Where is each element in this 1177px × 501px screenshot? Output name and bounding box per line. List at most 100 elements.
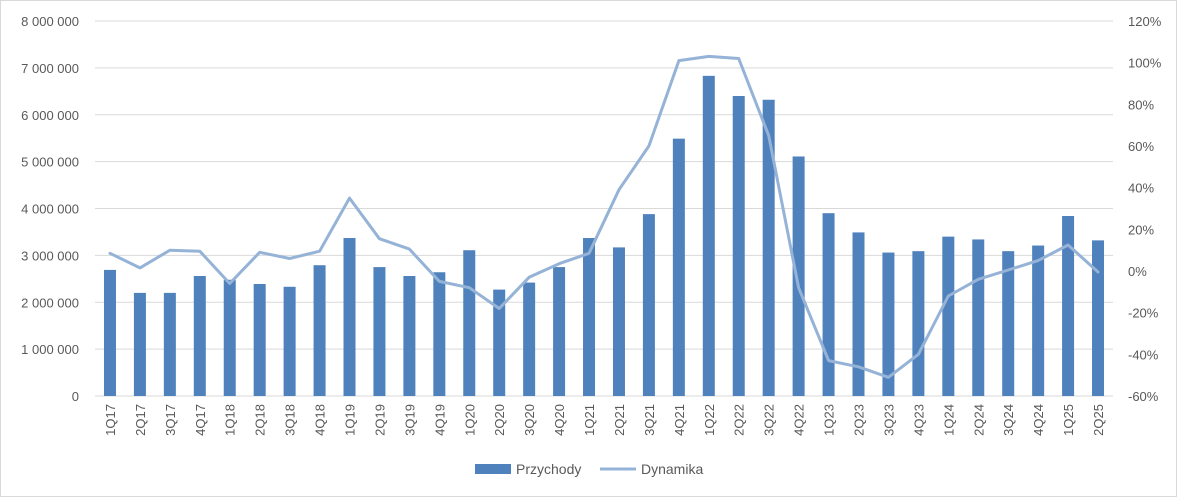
x-tick-label: 2Q25	[1091, 404, 1106, 436]
x-tick-label: 2Q24	[971, 404, 986, 436]
legend: Przychody Dynamika	[475, 461, 703, 477]
x-tick-label: 2Q17	[133, 404, 148, 436]
bar-2Q22	[732, 96, 745, 396]
x-tick-label: 2Q19	[372, 404, 387, 436]
legend-label-przychody: Przychody	[516, 461, 581, 477]
bar-3Q18	[283, 286, 296, 396]
left-tick-label: 3 000 000	[21, 248, 79, 263]
bar-1Q18	[223, 279, 236, 396]
right-tick-label: 20%	[1128, 222, 1154, 237]
left-tick-label: 1 000 000	[21, 342, 79, 357]
bar-4Q17	[193, 276, 206, 396]
x-tick-label: 4Q24	[1031, 404, 1046, 436]
right-tick-label: -60%	[1128, 389, 1159, 404]
x-tick-label: 2Q21	[612, 404, 627, 436]
x-tick-label: 1Q22	[702, 404, 717, 436]
bar-4Q18	[313, 265, 326, 396]
bar-2Q19	[373, 267, 386, 396]
x-tick-label: 1Q21	[582, 404, 597, 436]
bar-2Q18	[253, 283, 266, 396]
x-tick-label: 3Q21	[642, 404, 657, 436]
bar-1Q21	[583, 238, 596, 396]
x-tick-label: 2Q22	[732, 404, 747, 436]
bar-2Q17	[133, 292, 146, 396]
bar-3Q22	[762, 99, 775, 396]
bar-2Q24	[972, 239, 985, 396]
x-tick-label: 1Q18	[223, 404, 238, 436]
left-tick-label: 0	[72, 389, 79, 404]
bar-3Q21	[642, 214, 655, 396]
x-tick-label: 1Q17	[103, 404, 118, 436]
x-tick-label: 2Q20	[492, 404, 507, 436]
bar-3Q23	[882, 252, 895, 396]
x-tick-label: 3Q18	[283, 404, 298, 436]
bar-1Q24	[942, 236, 955, 396]
x-tick-label: 4Q20	[552, 404, 567, 436]
bar-2Q25	[1092, 240, 1105, 396]
right-tick-label: 0%	[1128, 264, 1147, 279]
legend-swatch-przychody	[475, 464, 511, 474]
bar-2Q20	[493, 289, 506, 396]
right-tick-label: 120%	[1128, 14, 1162, 29]
bar-3Q19	[403, 276, 416, 396]
right-tick-label: 80%	[1128, 97, 1154, 112]
bar-4Q23	[912, 251, 925, 396]
right-tick-label: 100%	[1128, 56, 1162, 71]
x-axis-labels: 1Q17 2Q17 3Q17 4Q17 1Q18 2Q18 3Q18 4Q18 1Q19 2Q19…	[103, 404, 1106, 436]
bar-1Q23	[822, 213, 835, 396]
x-tick-label: 4Q19	[432, 404, 447, 436]
right-tick-label: 40%	[1128, 181, 1154, 196]
left-tick-label: 8 000 000	[21, 14, 79, 29]
bar-1Q25	[1062, 216, 1075, 396]
bar-4Q20	[553, 267, 566, 396]
bar-1Q19	[343, 238, 356, 396]
bar-4Q21	[672, 138, 685, 396]
right-tick-label: -20%	[1128, 306, 1159, 321]
bars-przychody	[103, 75, 1105, 396]
legend-label-dynamika: Dynamika	[641, 461, 703, 477]
left-tick-label: 2 000 000	[21, 295, 79, 310]
right-tick-label: -40%	[1128, 347, 1159, 362]
x-tick-label: 3Q19	[402, 404, 417, 436]
bar-3Q17	[163, 292, 176, 396]
x-tick-label: 4Q21	[672, 404, 687, 436]
x-tick-label: 3Q20	[522, 404, 537, 436]
x-tick-label: 3Q23	[881, 404, 896, 436]
x-tick-label: 3Q17	[163, 404, 178, 436]
x-tick-label: 4Q22	[792, 404, 807, 436]
x-tick-label: 1Q20	[462, 404, 477, 436]
x-tick-label: 2Q23	[852, 404, 867, 436]
x-tick-label: 4Q17	[193, 404, 208, 436]
x-tick-label: 2Q18	[253, 404, 268, 436]
left-tick-label: 6 000 000	[21, 108, 79, 123]
left-axis-labels: 0 1 000 000 2 000 000 3 000 000 4 000 000 5 0…	[21, 14, 79, 404]
right-axis-labels: -60% -40% -20% 0% 20% 40% 60% 80% 100% 120%	[1128, 14, 1162, 404]
line-dynamika-path	[108, 54, 1100, 379]
bar-1Q22	[702, 75, 715, 396]
x-tick-label: 4Q23	[911, 404, 926, 436]
x-tick-label: 3Q22	[762, 404, 777, 436]
bar-4Q19	[433, 272, 446, 396]
bar-4Q22	[792, 156, 805, 396]
bar-1Q20	[463, 250, 476, 396]
x-tick-label: 1Q23	[822, 404, 837, 436]
bar-1Q17	[103, 269, 116, 396]
x-tick-label: 3Q24	[1001, 404, 1016, 436]
left-tick-label: 4 000 000	[21, 202, 79, 217]
bar-2Q21	[612, 247, 625, 396]
bar-4Q24	[1032, 245, 1045, 396]
x-tick-label: 4Q18	[313, 404, 328, 436]
left-tick-label: 7 000 000	[21, 61, 79, 76]
x-tick-label: 1Q25	[1061, 404, 1076, 436]
x-tick-label: 1Q19	[343, 404, 358, 436]
bar-3Q24	[1002, 251, 1015, 396]
bar-3Q20	[523, 282, 536, 396]
line-dynamika	[108, 54, 1100, 379]
x-tick-label: 1Q24	[941, 404, 956, 436]
gridlines	[95, 20, 1113, 397]
left-tick-label: 5 000 000	[21, 155, 79, 170]
right-tick-label: 60%	[1128, 139, 1154, 154]
bar-2Q23	[852, 232, 865, 396]
